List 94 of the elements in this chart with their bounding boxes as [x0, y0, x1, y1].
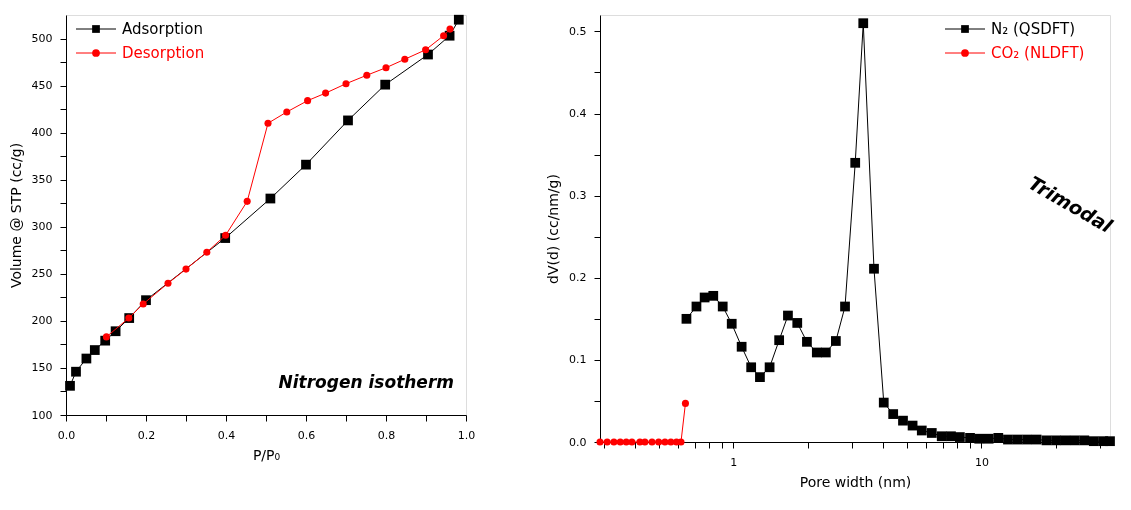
x-tick-label: 1.0 [457, 428, 476, 442]
point [850, 157, 861, 168]
point [440, 32, 448, 40]
x-tick-label: 0.2 [137, 428, 156, 442]
y-tick-label: 450 [31, 79, 53, 93]
point [380, 79, 391, 90]
point [774, 335, 785, 346]
point [858, 18, 869, 29]
point [304, 97, 312, 105]
x-tick-label: 0.4 [217, 428, 236, 442]
y-tick-label: 200 [31, 314, 53, 328]
point [955, 432, 965, 442]
legend-label: Desorption [122, 44, 205, 62]
point [1031, 434, 1042, 445]
point [453, 14, 464, 25]
point [974, 433, 985, 444]
legend-label: N₂ (QSDFT) [991, 20, 1076, 38]
point [264, 119, 272, 127]
point [764, 362, 775, 373]
x-tick-label: 10 [974, 455, 989, 469]
point [164, 279, 172, 287]
point [203, 248, 211, 256]
x-tick-label: 1 [730, 455, 738, 469]
point [283, 108, 291, 116]
y-tick-label: 0.4 [569, 107, 587, 121]
point [139, 300, 147, 308]
point [1022, 434, 1033, 445]
y-tick-label: 0.3 [569, 189, 587, 203]
point [802, 336, 812, 347]
point [1041, 435, 1052, 446]
point [322, 89, 330, 97]
point [182, 265, 190, 273]
point [71, 366, 81, 377]
point [1079, 435, 1090, 446]
y-tick-label: 300 [31, 220, 53, 234]
point [965, 433, 975, 443]
point [983, 433, 994, 444]
y-tick-label: 350 [31, 173, 53, 187]
point [708, 290, 719, 301]
legend-label: CO₂ (NLDFT) [991, 44, 1085, 62]
point [382, 64, 390, 72]
point [342, 80, 350, 88]
point [1069, 435, 1080, 446]
x-tick-label: 0.0 [57, 428, 76, 442]
y-tick-label: 0.5 [569, 24, 587, 38]
x-axis-title: Pore width (nm) [799, 473, 912, 490]
point [746, 362, 757, 373]
point [755, 372, 765, 382]
annotation: Nitrogen isotherm [278, 372, 454, 392]
point [898, 415, 908, 426]
point [993, 433, 1004, 443]
point [736, 341, 747, 352]
point [446, 25, 454, 33]
legend-label: Adsorption [122, 20, 203, 38]
point [343, 115, 353, 126]
point [840, 301, 850, 312]
point [783, 310, 793, 321]
point [301, 159, 311, 170]
y-tick-label: 400 [31, 126, 53, 140]
y-axis-title: Volume @ STP (cc/g) [7, 142, 24, 289]
point [869, 263, 879, 274]
x-axis-title: P/P₀ [252, 446, 281, 463]
point [926, 428, 937, 438]
y-tick-label: 100 [31, 408, 53, 422]
y-tick-label: 0.1 [569, 353, 587, 367]
point [89, 345, 100, 355]
point [946, 431, 956, 442]
point [1060, 435, 1071, 446]
point [830, 336, 841, 346]
point [792, 318, 803, 328]
point [936, 431, 947, 442]
point [1088, 436, 1099, 447]
y-tick-label: 500 [31, 32, 53, 46]
y-axis-title: dV(d) (cc/nm/g) [545, 174, 562, 284]
point [820, 347, 831, 358]
point [1003, 434, 1013, 445]
y-tick-label: 150 [31, 361, 53, 375]
point [102, 333, 110, 341]
point [401, 55, 409, 63]
point [65, 380, 75, 391]
point [1051, 435, 1061, 446]
point [916, 425, 927, 436]
x-tick-label: 0.6 [297, 428, 316, 442]
x-tick-label: 0.8 [377, 428, 396, 442]
y-tick-label: 0.2 [569, 271, 587, 285]
point [878, 397, 889, 408]
point [726, 318, 737, 329]
point [243, 197, 251, 205]
point [717, 301, 728, 312]
y-tick-label: 250 [31, 267, 53, 281]
point [222, 231, 230, 239]
point [363, 71, 371, 79]
point [422, 46, 430, 54]
point [888, 409, 899, 419]
